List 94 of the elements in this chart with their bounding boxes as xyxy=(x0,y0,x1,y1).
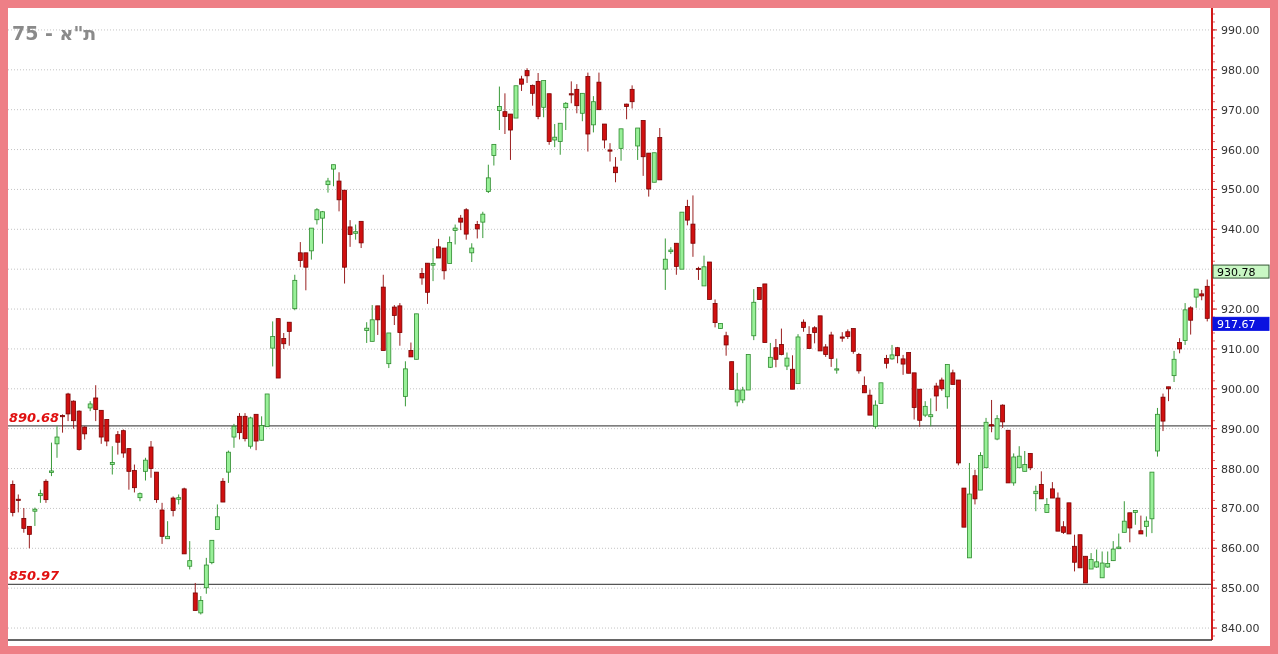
candlestick xyxy=(226,450,231,484)
candlestick xyxy=(613,156,618,183)
candlestick xyxy=(878,382,884,405)
candlestick xyxy=(712,298,718,328)
candlestick xyxy=(214,503,220,531)
candlestick xyxy=(1033,485,1039,512)
candlestick xyxy=(1121,500,1127,533)
candlestick xyxy=(618,128,624,162)
candlestick xyxy=(723,331,729,357)
ref-line-label: 890.68 xyxy=(9,409,60,425)
y-tick-label: 890.00 xyxy=(1221,422,1260,436)
candlestick xyxy=(873,399,878,430)
candlestick xyxy=(148,440,154,479)
candlestick xyxy=(60,413,65,434)
candlestick xyxy=(430,247,436,282)
ref-line: 890.68 xyxy=(7,409,1213,427)
candlestick xyxy=(143,457,148,482)
y-tick-label: 970.00 xyxy=(1221,103,1260,117)
y-tick-label: 870.00 xyxy=(1221,502,1260,516)
candlestick xyxy=(972,469,978,505)
candlestick xyxy=(1138,515,1144,535)
y-tick-label: 850.00 xyxy=(1221,582,1260,596)
candlestick xyxy=(286,321,292,347)
candlestick xyxy=(989,399,994,433)
annotation: 930.78 xyxy=(1212,264,1270,279)
candlestick xyxy=(1193,288,1199,309)
candlestick xyxy=(790,354,795,390)
candlestick xyxy=(685,199,690,226)
y-tick-label: 840.00 xyxy=(1221,622,1260,636)
candlestick xyxy=(629,84,635,109)
candlestick xyxy=(447,235,453,265)
candlestick xyxy=(1144,515,1149,538)
candlestick xyxy=(1171,350,1177,383)
candlestick xyxy=(690,194,696,258)
candlestick xyxy=(170,495,176,517)
candlestick xyxy=(452,224,458,245)
y-tick-label: 940.00 xyxy=(1221,223,1260,237)
y-tick-label: 910.00 xyxy=(1221,342,1260,356)
y-tick-label: 880.00 xyxy=(1221,462,1260,476)
candlestick xyxy=(220,477,226,503)
candlestick xyxy=(93,384,99,422)
y-tick-label: 900.00 xyxy=(1221,382,1260,396)
candlestick xyxy=(1000,403,1006,429)
candlestick xyxy=(49,442,54,477)
y-tick-label: 950.00 xyxy=(1221,183,1260,197)
y-tick-label: 990.00 xyxy=(1221,23,1260,37)
candlestick xyxy=(43,478,49,504)
candlestick xyxy=(497,86,502,131)
annotation: 917.67 xyxy=(1212,316,1270,331)
candlestick xyxy=(32,507,38,527)
candlestick xyxy=(767,342,773,369)
candlestick xyxy=(1038,470,1044,500)
candlestick xyxy=(602,123,607,149)
candlestick xyxy=(889,344,895,361)
candlestick xyxy=(591,95,596,133)
candlestick xyxy=(54,425,60,459)
candlestick xyxy=(607,142,613,163)
y-tick-label: 920.00 xyxy=(1221,303,1260,317)
candlestick xyxy=(203,557,209,595)
candlestick xyxy=(469,242,475,263)
candlestick xyxy=(308,227,314,261)
candlestick xyxy=(1188,305,1194,336)
candlestick xyxy=(187,540,193,570)
candlestick xyxy=(109,445,115,476)
candlestick xyxy=(209,539,215,565)
candlestick xyxy=(325,177,331,194)
candlestick xyxy=(358,220,364,249)
y-tick-label: 980.00 xyxy=(1221,63,1260,77)
candlestick xyxy=(579,92,585,122)
candlestick xyxy=(408,342,414,358)
ref-line-label: 850.97 xyxy=(9,568,61,584)
candlestick xyxy=(480,211,486,239)
title: ת"א - 75 xyxy=(12,22,97,44)
candlestick xyxy=(192,582,198,611)
candlestick xyxy=(856,352,862,375)
candlestick xyxy=(331,164,336,187)
y-tick-label: 860.00 xyxy=(1221,542,1260,556)
candlestick xyxy=(231,423,237,449)
candlestick xyxy=(867,389,873,416)
candlestick xyxy=(491,143,497,167)
candlestick xyxy=(806,325,812,350)
candlestick xyxy=(270,320,276,367)
candlestick xyxy=(1160,393,1166,432)
candlestick xyxy=(485,164,491,194)
candlestick xyxy=(563,101,569,131)
candlestick xyxy=(994,414,1000,441)
ref-line: 850.97 xyxy=(7,568,1213,585)
candlestick xyxy=(701,255,707,287)
candlestick xyxy=(673,242,679,276)
candlestick xyxy=(662,237,668,291)
y-tick-label: 960.00 xyxy=(1221,143,1260,157)
candlestick xyxy=(524,67,530,84)
candlestick xyxy=(635,127,641,161)
candlestick xyxy=(1127,512,1133,543)
